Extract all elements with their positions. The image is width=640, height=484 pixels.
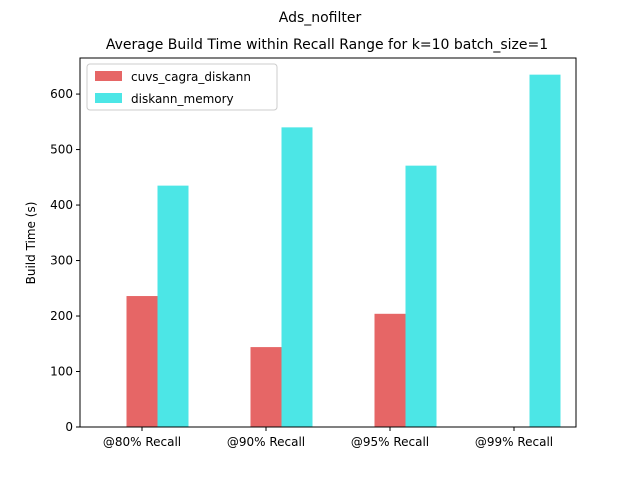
y-tick-label: 600 bbox=[50, 87, 73, 101]
y-tick-label: 200 bbox=[50, 309, 73, 323]
bar-diskann_memory-1 bbox=[281, 127, 313, 427]
legend-swatch-cuvs_cagra_diskann bbox=[95, 71, 122, 81]
y-tick-label: 100 bbox=[50, 365, 73, 379]
axes-layer: 0 100 200 300 400 500 600 @80% Recall @90% Recal… bbox=[50, 57, 577, 449]
x-tick-label: @95% Recall bbox=[351, 435, 429, 449]
y-tick-label: 0 bbox=[65, 420, 73, 434]
x-tick-label: @90% Recall bbox=[227, 435, 305, 449]
y-axis-label: Build Time (s) bbox=[24, 202, 38, 285]
legend-box bbox=[86, 63, 278, 111]
bar-cuvs_cagra_diskann-2 bbox=[374, 313, 406, 427]
bar-cuvs_cagra_diskann-1 bbox=[250, 347, 282, 427]
chart-suptitle: Ads_nofilter bbox=[279, 10, 362, 26]
x-tick-label: @99% Recall bbox=[475, 435, 553, 449]
chart-title: Average Build Time within Recall Range f… bbox=[106, 37, 548, 53]
y-tick-label: 400 bbox=[50, 198, 73, 212]
x-tick-label: @80% Recall bbox=[103, 435, 181, 449]
bar-diskann_memory-2 bbox=[405, 165, 437, 427]
legend-swatch-diskann_memory bbox=[95, 93, 122, 103]
plot-frame bbox=[79, 57, 577, 428]
legend-label: cuvs_cagra_diskann bbox=[131, 70, 251, 84]
bar-diskann_memory-3 bbox=[529, 74, 561, 428]
legend: cuvs_cagra_diskann diskann_memory bbox=[86, 63, 278, 111]
bar-diskann_memory-0 bbox=[157, 185, 189, 427]
bar-cuvs_cagra_diskann-0 bbox=[126, 296, 158, 427]
y-tick-label: 300 bbox=[50, 254, 73, 268]
bars-layer bbox=[126, 74, 561, 428]
legend-label: diskann_memory bbox=[131, 92, 234, 106]
y-tick-label: 500 bbox=[50, 143, 73, 157]
